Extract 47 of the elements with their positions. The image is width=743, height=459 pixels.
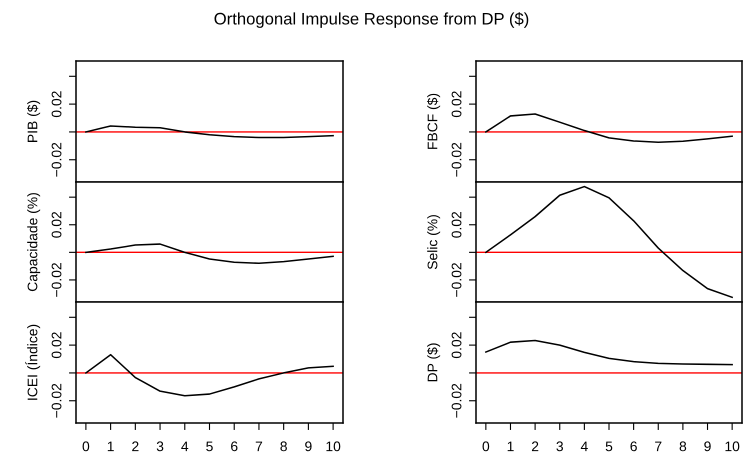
y-tick-label: −0.02 <box>52 263 62 297</box>
x-tick-label: 4 <box>181 442 188 452</box>
y-axis-title: Capacidade (%) <box>27 193 40 292</box>
y-axis-title: Selic (%) <box>427 215 440 270</box>
x-tick-label: 9 <box>704 441 711 452</box>
x-tick-label: 8 <box>680 441 686 452</box>
x-tick-label: 1 <box>108 442 114 452</box>
x-tick-label: 4 <box>580 442 588 452</box>
x-tick-label: 10 <box>725 441 740 452</box>
y-tick-label: −0.02 <box>452 142 462 177</box>
line-series <box>85 125 334 138</box>
x-tick-label: 10 <box>326 441 340 452</box>
line-series <box>485 186 733 298</box>
x-tick-label: 0 <box>82 441 90 452</box>
x-tick-label: 0 <box>482 441 490 452</box>
y-tick-label: −0.02 <box>52 384 62 418</box>
x-tick-label: 2 <box>132 441 138 452</box>
x-tick-label: 6 <box>630 441 637 452</box>
y-axis-title: PIB ($) <box>26 100 40 142</box>
x-tick-label: 7 <box>256 442 262 452</box>
chart-title: Orthogonal Impulse Response from DP ($) <box>214 12 528 28</box>
y-tick-label: 0.02 <box>52 212 62 238</box>
x-tick-label: 2 <box>532 441 538 452</box>
line-series <box>85 243 334 264</box>
y-tick-label: 0.02 <box>52 91 62 118</box>
y-axis-title: DP ($) <box>426 343 440 382</box>
y-tick-label: 0.02 <box>452 332 462 358</box>
line-series <box>85 354 334 397</box>
x-tick-label: 3 <box>556 441 563 452</box>
x-tick-label: 7 <box>655 442 662 452</box>
x-tick-label: 5 <box>606 442 612 452</box>
x-tick-label: 3 <box>156 441 164 452</box>
y-tick-label: −0.02 <box>452 384 462 418</box>
y-axis-title: ICEI (Índice) <box>25 324 40 400</box>
x-tick-label: 9 <box>305 441 312 452</box>
y-tick-label: −0.02 <box>52 142 62 177</box>
x-tick-label: 8 <box>280 441 287 452</box>
y-tick-label: 0.02 <box>52 332 62 358</box>
x-tick-label: 6 <box>231 441 238 452</box>
x-tick-label: 5 <box>206 442 213 452</box>
line-series <box>485 113 733 143</box>
x-tick-label: 1 <box>508 442 514 452</box>
y-tick-label: −0.02 <box>452 263 462 297</box>
y-axis-title: FBCF ($) <box>426 94 440 149</box>
y-tick-label: 0.02 <box>452 91 462 118</box>
line-series <box>485 340 733 366</box>
y-tick-label: 0.02 <box>452 212 462 238</box>
